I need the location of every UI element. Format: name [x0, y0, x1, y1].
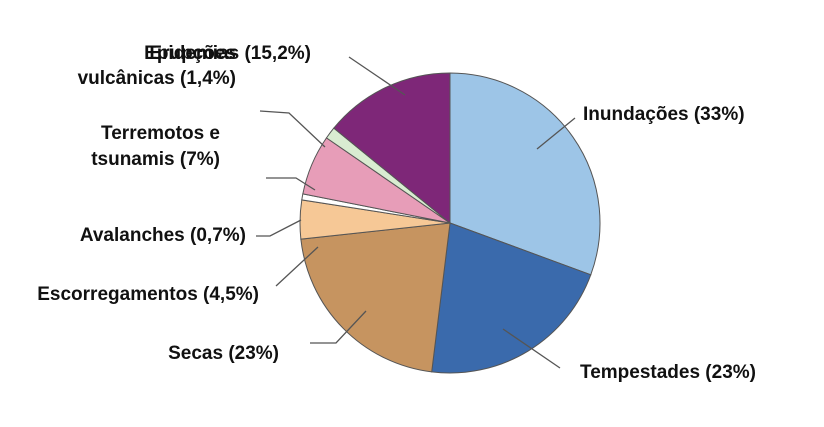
slice-label-0: Inundações (33%) — [583, 104, 745, 125]
slice-labels: Inundações (33%) Tempestades (23%) Secas (… — [37, 43, 756, 383]
pie-slice-1 — [431, 222, 592, 374]
leader-line-0 — [536, 117, 576, 150]
leader-line-3 — [275, 246, 319, 287]
slice-label-0-line-0: Inundações (33%) — [583, 104, 745, 125]
slice-label-2-line-0: Secas (23%) — [168, 343, 279, 364]
leader-line-4 — [256, 219, 302, 237]
leader-lines — [256, 56, 576, 369]
slice-label-7-line-0: Epidemias (15,2%) — [144, 43, 311, 64]
pie-slice-2 — [300, 222, 451, 373]
slice-label-5-line-1: tsunamis (7%) — [91, 149, 220, 170]
slice-label-2: Secas (23%) — [168, 343, 279, 364]
slice-label-6-line-0: Erupções — [149, 43, 236, 64]
slice-label-4-line-0: Avalanches (0,7%) — [80, 225, 246, 246]
slice-label-3-line-0: Escorregamentos (4,5%) — [37, 284, 259, 305]
leader-line-6 — [259, 110, 326, 148]
pie-slice-7 — [333, 72, 451, 225]
leader-line-7 — [348, 56, 406, 96]
pie-slices — [299, 72, 601, 374]
slice-label-5: Terremotos e tsunamis (7%) — [91, 123, 220, 170]
slice-label-1: Tempestades (23%) — [580, 362, 756, 383]
leader-line-5 — [266, 177, 316, 191]
slice-label-5-line-0: Terremotos e — [101, 123, 220, 144]
slice-label-6-line-1: vulcânicas (1,4%) — [78, 68, 236, 89]
pie-slice-0 — [449, 72, 601, 276]
leader-line-1 — [502, 328, 561, 369]
slice-label-7: Epidemias (15,2%) — [144, 43, 311, 64]
slice-label-6: Erupções vulcânicas (1,4%) — [78, 43, 236, 89]
slice-label-3: Escorregamentos (4,5%) — [37, 284, 259, 305]
slice-label-1-line-0: Tempestades (23%) — [580, 362, 756, 383]
slice-label-4: Avalanches (0,7%) — [80, 225, 246, 246]
leader-line-2 — [310, 310, 367, 344]
